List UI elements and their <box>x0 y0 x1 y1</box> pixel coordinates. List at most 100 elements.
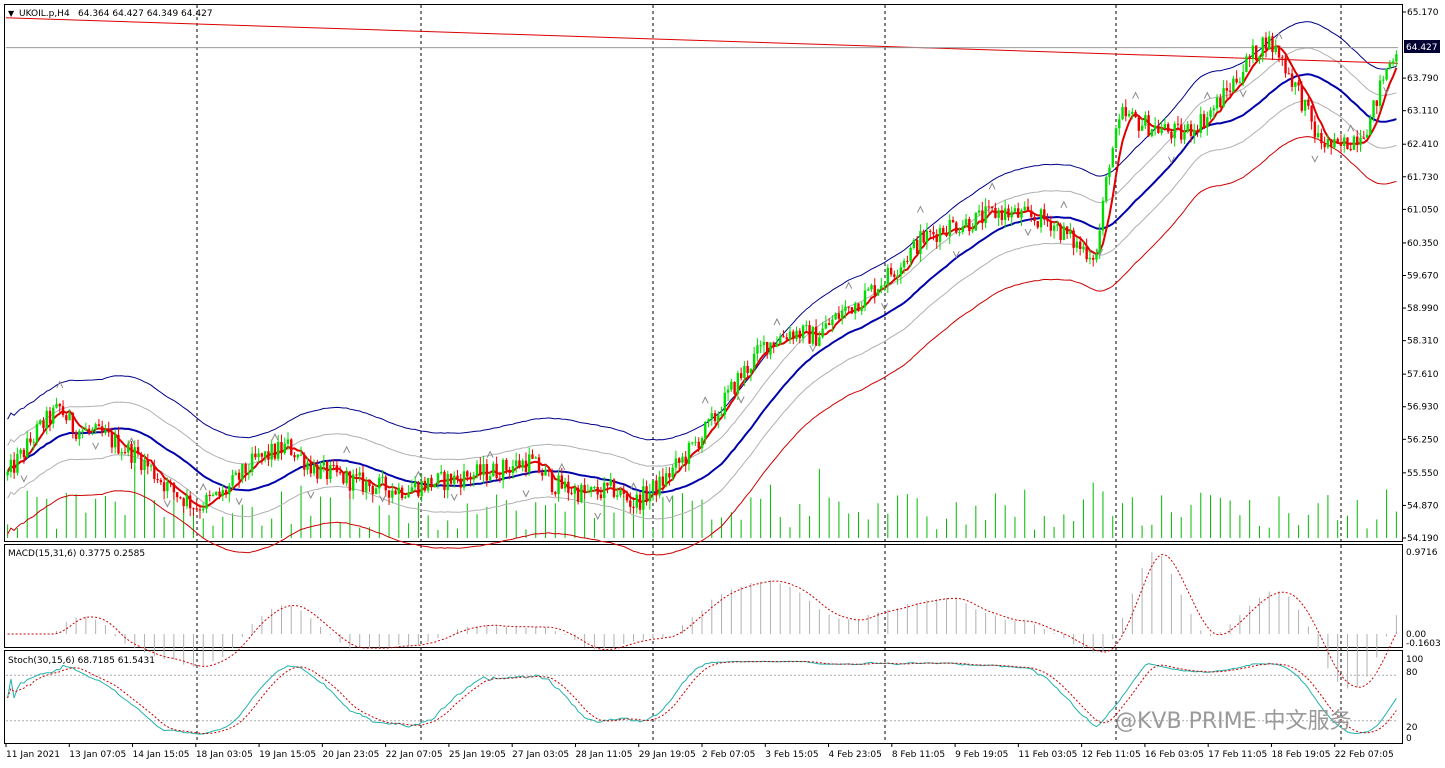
candles <box>6 30 1398 519</box>
candle-body <box>319 465 322 479</box>
candle-body <box>48 410 52 424</box>
candle-body <box>932 231 935 235</box>
candle-body <box>899 267 903 276</box>
candle-body <box>1391 61 1395 64</box>
candle-body <box>860 306 863 312</box>
candle-body <box>1072 230 1075 248</box>
candle-body <box>1316 133 1320 138</box>
candle-body <box>596 486 599 495</box>
candle-body <box>671 467 674 478</box>
candle-body <box>179 497 182 499</box>
candle-body <box>1007 208 1010 218</box>
time-tick-label: 29 Jan 19:05 <box>639 750 696 760</box>
candle-body <box>495 463 498 479</box>
candle-body <box>1069 230 1072 235</box>
price-tick-label: 54.190 <box>1407 534 1439 544</box>
candle-body <box>1359 137 1362 146</box>
candle-body <box>1147 115 1150 137</box>
candle-body <box>863 290 867 307</box>
candle-body <box>149 465 153 467</box>
candle-body <box>987 206 991 208</box>
candle-body <box>234 472 238 476</box>
fractal-up-arrow <box>128 437 135 445</box>
ohlc-label: 64.364 64.427 64.349 64.427 <box>78 9 213 19</box>
macd-level-zero: 0.00 <box>1406 630 1426 640</box>
fractal-down-arrow <box>307 491 315 500</box>
candle-body <box>241 464 244 480</box>
candle-body <box>381 476 384 478</box>
volume-bars <box>7 465 1397 538</box>
candle-body <box>704 421 707 439</box>
candle-body <box>1235 78 1238 83</box>
time-axis: 11 Jan 2021 13 Jan 07:05 14 Jan 15:05 18 Ja… <box>5 743 1394 760</box>
candle-body <box>697 441 700 449</box>
candle-body <box>821 328 824 338</box>
candle-body <box>303 454 306 470</box>
candle-body <box>1046 219 1049 222</box>
candle-body <box>202 508 205 511</box>
candle-body <box>1137 117 1141 131</box>
candle-body <box>267 451 270 460</box>
time-tick-label: 27 Jan 03:05 <box>512 750 569 760</box>
fractal-up-arrow <box>1275 31 1283 40</box>
time-tick-label: 17 Feb 11:05 <box>1208 750 1267 760</box>
candle-body <box>1030 210 1033 217</box>
candle-body <box>453 475 456 484</box>
candle-body <box>847 306 850 308</box>
time-tick-label: 11 Jan 2021 <box>6 750 60 760</box>
candle-body <box>1372 100 1375 118</box>
candle-body <box>524 460 528 472</box>
candle-body <box>756 345 759 354</box>
candle-body <box>762 341 766 346</box>
candle-body <box>1375 100 1379 106</box>
candle-body <box>123 452 127 454</box>
candle-body <box>25 438 29 458</box>
candle-body <box>720 414 723 416</box>
candle-body <box>834 313 837 320</box>
candle-body <box>534 457 537 459</box>
candle-body <box>935 234 938 242</box>
stoch-level-20: 20 <box>1406 723 1418 733</box>
candle-body <box>840 310 844 319</box>
time-tick-label: 9 Feb 19:05 <box>955 750 1008 760</box>
candle-body <box>795 330 798 340</box>
candle-body <box>961 226 964 233</box>
candle-body <box>612 479 616 497</box>
candle-body <box>247 472 251 474</box>
candle-body <box>893 274 896 277</box>
candle-body <box>371 486 374 494</box>
candle-body <box>1336 138 1339 143</box>
candle-body <box>971 230 974 232</box>
stoch-series <box>6 660 1398 735</box>
candle-body <box>501 459 505 481</box>
time-tick-label: 25 Jan 19:05 <box>449 750 506 760</box>
candle-body <box>570 492 573 494</box>
candle-body <box>355 474 358 476</box>
candle-body <box>342 472 345 484</box>
candle-body <box>514 460 518 467</box>
candle-body <box>270 443 273 460</box>
candle-body <box>1212 108 1216 111</box>
fractal-up-arrow <box>271 432 279 441</box>
time-tick-label: 22 Jan 07:05 <box>386 750 443 760</box>
candle-body <box>400 487 404 499</box>
price-tick-label: 57.610 <box>1407 370 1439 380</box>
price-tick-label: 58.310 <box>1407 337 1439 347</box>
candle-body <box>221 490 224 497</box>
menu-arrow-icon[interactable]: ▼ <box>8 9 15 18</box>
candle-body <box>798 330 801 339</box>
candle-body <box>1310 105 1313 122</box>
candle-body <box>1170 131 1173 139</box>
candle-body <box>1313 121 1317 138</box>
candle-body <box>831 319 834 326</box>
candle-body <box>1140 125 1144 131</box>
candle-body <box>713 413 717 422</box>
candle-body <box>531 454 534 459</box>
candle-body <box>1088 257 1092 260</box>
candle-body <box>1241 71 1245 82</box>
candle-body <box>1043 209 1046 220</box>
fractal-down-arrow <box>163 500 171 508</box>
candle-body <box>87 428 91 431</box>
candle-body <box>273 443 277 459</box>
